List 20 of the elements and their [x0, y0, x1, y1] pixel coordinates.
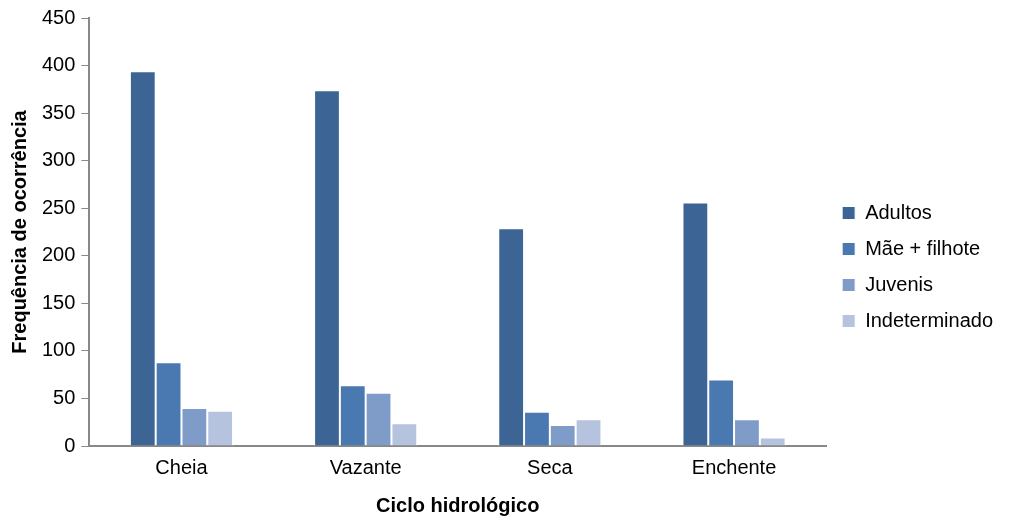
y-tick-label: 450: [41, 5, 76, 28]
legend-label: Indeterminado: [865, 308, 994, 331]
x-tick-label: Enchente: [691, 455, 777, 478]
y-tick-label: 100: [41, 338, 76, 361]
y-tick-label: 250: [41, 195, 76, 218]
y-tick-label: 300: [41, 148, 76, 171]
y-tick-label: 50: [53, 385, 76, 408]
legend-label: Juvenis: [865, 272, 933, 295]
x-axis-title: Ciclo hidrológico: [376, 493, 540, 516]
y-tick-label: 0: [64, 433, 76, 456]
y-tick-label: 400: [41, 53, 76, 76]
legend-label: Adultos: [865, 200, 932, 223]
x-tick-label: Vazante: [329, 455, 402, 478]
y-tick-label: 350: [41, 100, 76, 123]
legend-label: Mãe + filhote: [865, 236, 981, 259]
y-tick-label: 150: [41, 290, 76, 313]
x-tick-label: Seca: [527, 455, 574, 478]
x-tick-label: Cheia: [155, 455, 209, 478]
y-tick-label: 200: [41, 243, 76, 266]
y-axis-title: Frequência de ocorrência: [7, 109, 30, 354]
